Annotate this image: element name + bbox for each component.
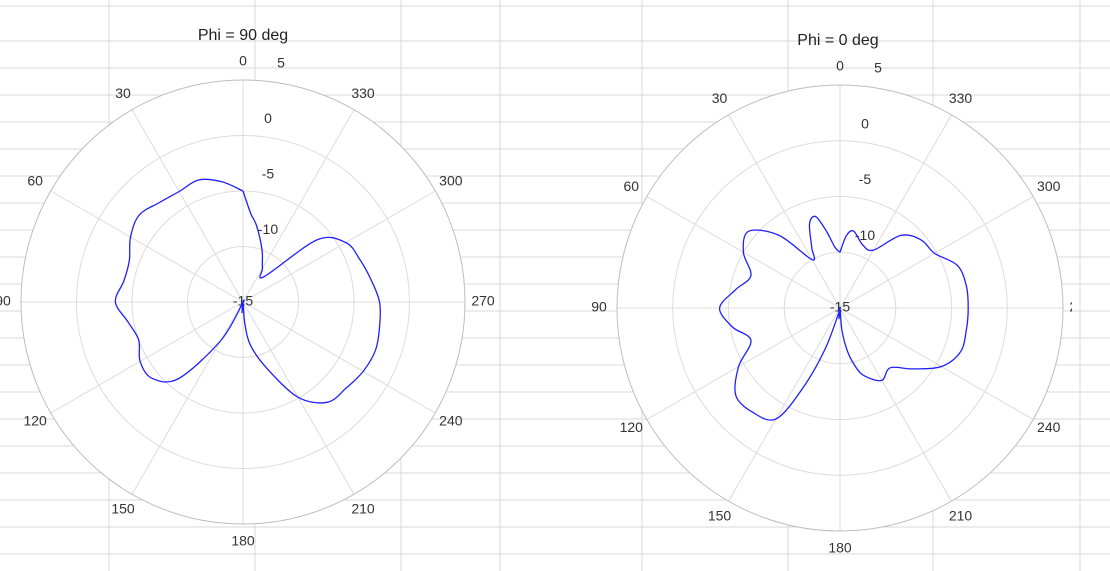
angle-tick-label: 300 [439, 173, 463, 189]
angle-tick-label: 60 [623, 178, 639, 194]
angle-tick-label: 330 [949, 90, 973, 106]
series-line [114, 178, 382, 404]
angle-tick-label: 90 [591, 299, 607, 315]
angle-tick-label: 150 [111, 501, 135, 517]
radial-tick-label: -5 [262, 166, 275, 182]
outer-ring [20, 79, 466, 525]
angle-tick-label: 120 [620, 419, 644, 435]
angle-tick-label: 240 [1037, 419, 1061, 435]
chart-title: Phi = 90 deg [198, 27, 288, 44]
angle-tick-label: 270 [1069, 299, 1072, 315]
radial-tick-label: -10 [855, 227, 875, 243]
angle-tick-label: 180 [828, 540, 852, 556]
radial-tick-label: -5 [859, 171, 872, 187]
angle-tick-label: 150 [708, 507, 732, 523]
polar-chart-phi-90: Phi = 90 deg 50-5-10-1503060901201501802… [0, 27, 495, 549]
radial-gridline [672, 140, 1008, 476]
polar-chart-phi-0: Phi = 0 deg 5 0 -5 -10 -15 0 30 60 90 120 150 180 21… [591, 32, 1072, 556]
radial-tick-label: -10 [258, 221, 278, 237]
angle-tick-label: 120 [23, 413, 47, 429]
angle-tick-label: 30 [115, 85, 131, 101]
series-line [718, 215, 969, 421]
radial-tick-label: 5 [874, 60, 882, 76]
radial-gridline [76, 135, 410, 469]
angle-tick-label: 270 [471, 293, 495, 309]
angle-tick-label: 30 [712, 90, 728, 106]
angle-tick-label: 330 [351, 85, 375, 101]
chart-title: Phi = 0 deg [797, 32, 878, 49]
angle-tick-label: 0 [239, 53, 247, 69]
angle-tick-label: 90 [0, 293, 11, 309]
radial-tick-label: 0 [264, 110, 272, 126]
angle-tick-label: 0 [836, 58, 844, 74]
angle-tick-label: 210 [949, 507, 973, 523]
radial-tick-label: 0 [861, 115, 869, 131]
angle-tick-label: 240 [439, 413, 463, 429]
angle-tick-label: 210 [351, 501, 375, 517]
outer-ring [616, 84, 1064, 532]
angle-tick-label: 300 [1037, 178, 1061, 194]
angle-tick-label: 60 [27, 173, 43, 189]
radial-tick-label: -15 [830, 299, 850, 315]
radial-tick-label: 5 [277, 55, 285, 71]
angle-tick-label: 180 [231, 533, 255, 549]
radial-gridline [728, 196, 952, 420]
radial-gridline [187, 246, 299, 358]
